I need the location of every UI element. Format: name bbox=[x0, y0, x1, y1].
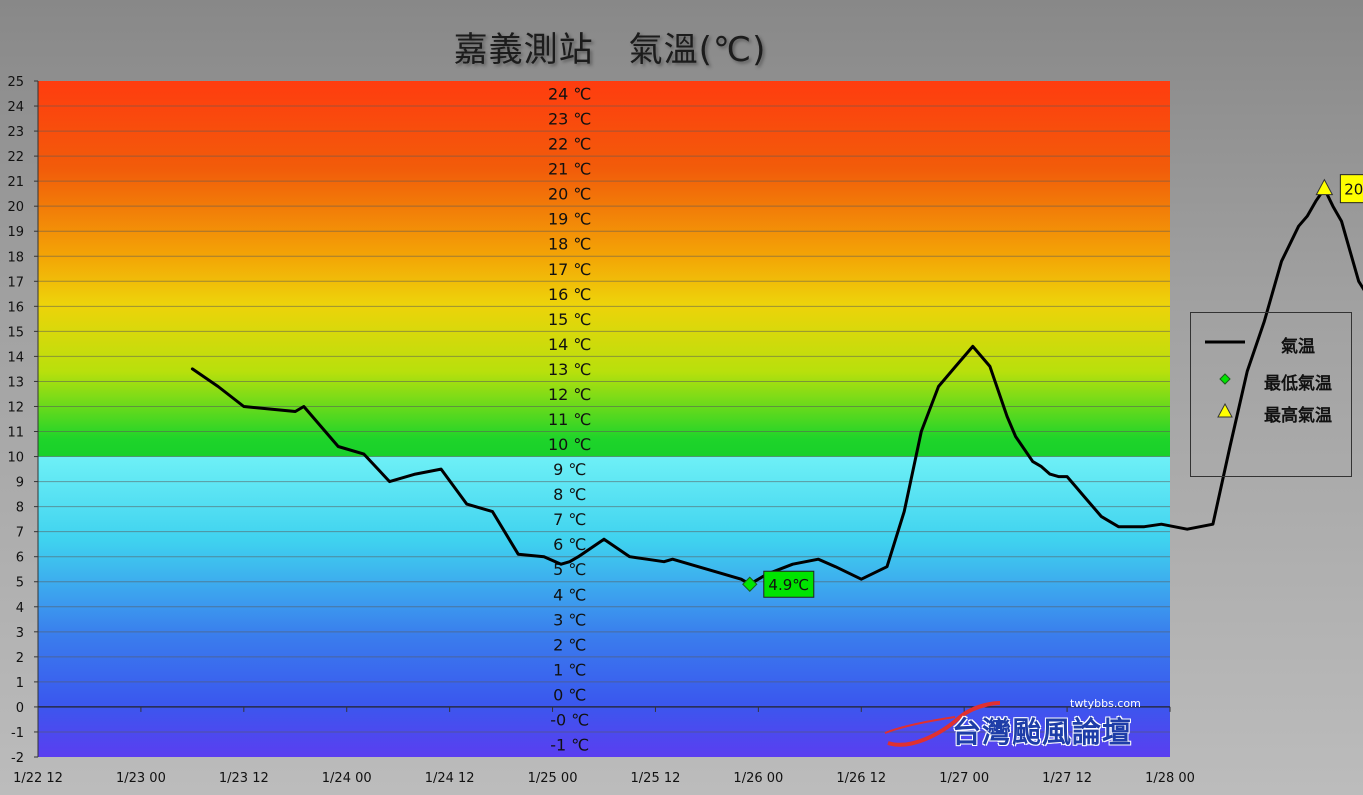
legend-item-temp: 氣温 bbox=[1191, 329, 1351, 357]
y-tick-label: 1 bbox=[16, 676, 24, 691]
band-label: 22 ℃ bbox=[548, 135, 591, 154]
y-tick-label: 8 bbox=[16, 501, 24, 516]
min-temp-label: 4.9℃ bbox=[768, 576, 809, 594]
y-tick-label: 23 bbox=[7, 125, 24, 140]
band-label: 9 ℃ bbox=[553, 460, 586, 479]
band-label: 18 ℃ bbox=[548, 235, 591, 254]
band-label: 4 ℃ bbox=[553, 585, 586, 604]
band-label: 14 ℃ bbox=[548, 335, 591, 354]
y-tick-label: 0 bbox=[16, 701, 24, 716]
watermark-text: 台灣颱風論壇 bbox=[952, 715, 1133, 749]
y-tick-label: -1 bbox=[11, 726, 24, 741]
band-label: 20 ℃ bbox=[548, 185, 591, 204]
x-tick-label: 1/25 12 bbox=[631, 771, 681, 786]
max-temp-marker bbox=[1315, 178, 1334, 196]
y-tick-label: 19 bbox=[7, 225, 24, 240]
max-temp-label-box bbox=[1339, 174, 1363, 204]
chart-title: 嘉義測站 氣溫(℃) bbox=[453, 30, 767, 70]
band-label: 24 ℃ bbox=[548, 85, 591, 104]
band-label: 3 ℃ bbox=[553, 610, 586, 629]
band-labels: 24 ℃ 23 ℃ 22 ℃ 21 ℃ 20 ℃ 19 ℃ 18 ℃ 17 ℃ 16 ℃ 15 ℃… bbox=[548, 85, 591, 755]
band-label: 19 ℃ bbox=[548, 210, 591, 229]
band-label: 12 ℃ bbox=[548, 385, 591, 404]
min-temp-marker bbox=[742, 576, 758, 592]
band-label: 23 ℃ bbox=[548, 110, 591, 129]
y-tick-label: 3 bbox=[16, 626, 24, 641]
y-tick-label: 9 bbox=[16, 476, 24, 491]
y-tick-label: 25 bbox=[7, 75, 24, 90]
band-label: 13 ℃ bbox=[548, 360, 591, 379]
y-tick-label: 6 bbox=[16, 551, 24, 566]
max-temp-label: 20.7℃ bbox=[1344, 181, 1363, 199]
x-tick-label: 1/28 00 bbox=[1145, 771, 1195, 786]
band-label: 6 ℃ bbox=[553, 535, 586, 554]
legend-label-temp: 氣温 bbox=[1281, 337, 1315, 357]
band-label: 1 ℃ bbox=[553, 660, 586, 679]
plot-background bbox=[38, 81, 1170, 757]
legend-triangle-icon bbox=[1217, 402, 1233, 418]
y-tick-label: 2 bbox=[16, 651, 24, 666]
y-tick-label: 14 bbox=[7, 350, 24, 365]
x-tick-label: 1/23 12 bbox=[219, 771, 269, 786]
y-tick-label: 21 bbox=[7, 175, 24, 190]
y-tick-label: 22 bbox=[7, 150, 24, 165]
markers-layer: 4.9℃ 20.7℃ bbox=[742, 174, 1363, 598]
x-tick-label: 1/24 00 bbox=[322, 771, 372, 786]
x-tick-label: 1/26 12 bbox=[836, 771, 886, 786]
series-layer bbox=[190, 187, 1363, 586]
legend-diamond-icon bbox=[1219, 373, 1231, 385]
x-tick-label: 1/25 00 bbox=[528, 771, 578, 786]
band-label: 15 ℃ bbox=[548, 310, 591, 329]
axes: -2-1012345678910111213141516171819202122… bbox=[7, 75, 1194, 786]
legend: 氣温 最低氣温 最高氣温 bbox=[1190, 312, 1352, 477]
y-tick-label: 5 bbox=[16, 576, 24, 591]
band-label: -1 ℃ bbox=[550, 735, 589, 754]
y-tick-label: 13 bbox=[7, 375, 24, 390]
y-tick-label: 11 bbox=[7, 426, 24, 441]
y-tick-label: 18 bbox=[7, 250, 24, 265]
y-tick-label: 15 bbox=[7, 325, 24, 340]
legend-label-max: 最高氣温 bbox=[1264, 406, 1332, 426]
y-tick-label: 17 bbox=[7, 275, 24, 290]
y-tick-label: 20 bbox=[7, 200, 24, 215]
x-tick-label: 1/27 00 bbox=[939, 771, 989, 786]
x-tick-label: 1/27 12 bbox=[1042, 771, 1092, 786]
series-line-temperature bbox=[190, 187, 1363, 586]
band-label: 16 ℃ bbox=[548, 285, 591, 304]
swirl-logo-icon bbox=[884, 701, 1000, 747]
x-tick-label: 1/22 12 bbox=[13, 771, 63, 786]
band-label: 8 ℃ bbox=[553, 485, 586, 504]
gridlines bbox=[38, 105, 1170, 733]
y-tick-label: 4 bbox=[16, 601, 24, 616]
band-label: 17 ℃ bbox=[548, 260, 591, 279]
watermark-url: twtybbs.com bbox=[1070, 697, 1141, 710]
x-tick-label: 1/26 00 bbox=[733, 771, 783, 786]
legend-label-min: 最低氣温 bbox=[1264, 374, 1332, 394]
y-tick-label: 10 bbox=[7, 451, 24, 466]
y-tick-label: 7 bbox=[16, 526, 24, 541]
band-label: 0 ℃ bbox=[553, 685, 586, 704]
band-label: 21 ℃ bbox=[548, 160, 591, 179]
band-label: 7 ℃ bbox=[553, 510, 586, 529]
legend-line-icon bbox=[1205, 340, 1245, 344]
y-tick-label: 24 bbox=[7, 100, 24, 115]
y-tick-label: -2 bbox=[11, 751, 24, 766]
band-label: 10 ℃ bbox=[548, 435, 591, 454]
band-label: 2 ℃ bbox=[553, 635, 586, 654]
band-label: 11 ℃ bbox=[548, 410, 591, 429]
band-label: -0 ℃ bbox=[550, 710, 589, 729]
y-tick-label: 12 bbox=[7, 400, 24, 415]
min-temp-label-box bbox=[763, 570, 815, 598]
x-tick-label: 1/24 12 bbox=[425, 771, 475, 786]
plot-area bbox=[38, 81, 1170, 757]
legend-item-max: 最高氣温 bbox=[1191, 398, 1351, 426]
y-tick-label: 16 bbox=[7, 300, 24, 315]
legend-item-min: 最低氣温 bbox=[1191, 366, 1351, 394]
x-tick-label: 1/23 00 bbox=[116, 771, 166, 786]
watermark: twtybbs.com 台灣颱風論壇 bbox=[880, 695, 1170, 755]
